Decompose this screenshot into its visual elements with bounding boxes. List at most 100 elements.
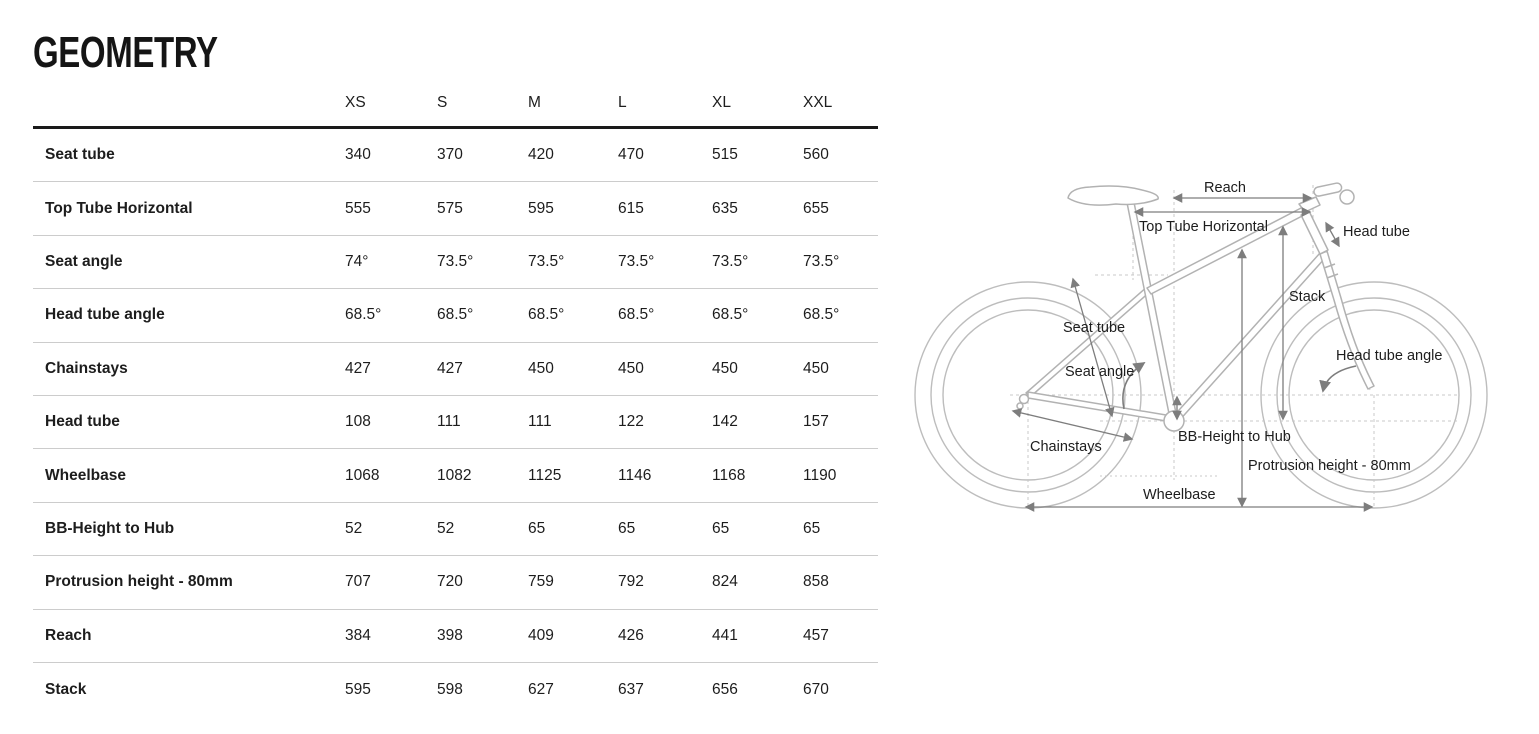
- fork-crown-line2: [1326, 273, 1339, 279]
- cell: 627: [528, 680, 554, 698]
- handlebar-grip: [1313, 182, 1343, 197]
- cell: 720: [437, 573, 463, 591]
- table-row-protrusion-height: Protrusion height - 80mm 707 720 759 792…: [33, 556, 878, 610]
- cell: 420: [528, 146, 554, 164]
- cell: 370: [437, 146, 463, 164]
- cell: 450: [712, 359, 738, 377]
- row-label: Chainstays: [45, 359, 128, 377]
- row-label: Seat angle: [45, 252, 123, 270]
- cell: 555: [345, 199, 371, 217]
- cell: 409: [528, 626, 554, 644]
- cell: 515: [712, 146, 738, 164]
- cell: 595: [528, 199, 554, 217]
- header-size-l: L: [618, 94, 627, 111]
- bike-geometry-diagram: Reach Top Tube Horizontal Head tube Stac…: [900, 160, 1539, 540]
- cell: 65: [712, 519, 730, 537]
- cell: 1146: [618, 466, 652, 484]
- cell: 68.5°: [803, 306, 840, 324]
- cell: 441: [712, 626, 738, 644]
- diagram-labels: Reach Top Tube Horizontal Head tube Stac…: [1030, 180, 1442, 503]
- protrusion-height-label: Protrusion height - 80mm: [1248, 458, 1411, 474]
- header-size-xxl: XXL: [803, 94, 833, 111]
- row-label: Reach: [45, 626, 92, 644]
- row-label: Protrusion height - 80mm: [45, 573, 233, 591]
- header-size-s: S: [437, 94, 448, 111]
- cell: 68.5°: [618, 306, 655, 324]
- row-label: Stack: [45, 680, 87, 698]
- cell: 635: [712, 199, 738, 217]
- cell: 65: [618, 519, 636, 537]
- geometry-table: XS S M L XL XXL Seat tube 340 370 420 47…: [33, 86, 878, 716]
- cell: 656: [712, 680, 738, 698]
- cell: 111: [528, 413, 552, 431]
- table-row-head-tube: Head tube 108 111 111 122 142 157: [33, 396, 878, 450]
- cell: 457: [803, 626, 829, 644]
- page-title: GEOMETRY: [33, 28, 218, 77]
- fork: [1319, 250, 1375, 390]
- head-tube-label: Head tube: [1343, 224, 1410, 240]
- cell: 450: [528, 359, 554, 377]
- seat-angle-label: Seat angle: [1065, 364, 1134, 380]
- table-row-bb-height-to-hub: BB-Height to Hub 52 52 65 65 65 65: [33, 503, 878, 557]
- cell: 108: [345, 413, 371, 431]
- seat-stays: [1025, 285, 1153, 398]
- cell: 73.5°: [712, 252, 749, 270]
- cell: 598: [437, 680, 463, 698]
- reach-label: Reach: [1204, 180, 1246, 196]
- cell: 595: [345, 680, 371, 698]
- cell: 111: [437, 413, 461, 431]
- cell: 384: [345, 626, 371, 644]
- cell: 340: [345, 146, 371, 164]
- cell: 68.5°: [345, 306, 382, 324]
- cell: 142: [712, 413, 738, 431]
- cell: 759: [528, 573, 554, 591]
- cell: 74°: [345, 252, 369, 270]
- header-spacer: [33, 86, 345, 94]
- cell: 560: [803, 146, 829, 164]
- wheelbase-label: Wheelbase: [1143, 487, 1216, 503]
- row-label: Head tube angle: [45, 306, 165, 324]
- row-label: BB-Height to Hub: [45, 519, 175, 537]
- cell: 73.5°: [618, 252, 655, 270]
- cell: 73.5°: [803, 252, 840, 270]
- table-row-seat-angle: Seat angle 74° 73.5° 73.5° 73.5° 73.5° 7…: [33, 236, 878, 290]
- cell: 68.5°: [712, 306, 749, 324]
- seat-tube-arrow: [1070, 277, 1115, 418]
- row-label: Top Tube Horizontal: [45, 199, 193, 217]
- table-row-seat-tube: Seat tube 340 370 420 470 515 560: [33, 129, 878, 183]
- cell: 68.5°: [437, 306, 474, 324]
- cell: 824: [712, 573, 738, 591]
- chainstays-arrow: [1011, 408, 1134, 442]
- top-tube-horizontal-label: Top Tube Horizontal: [1139, 219, 1268, 235]
- cell: 426: [618, 626, 644, 644]
- header-size-xs: XS: [345, 94, 366, 111]
- head-tube: [1300, 210, 1329, 255]
- header-size-m: M: [528, 94, 541, 111]
- seat-angle-arc: [1122, 362, 1146, 410]
- cell: 637: [618, 680, 644, 698]
- row-label: Seat tube: [45, 146, 115, 164]
- cell: 157: [803, 413, 829, 431]
- down-tube: [1170, 252, 1327, 424]
- cell: 792: [618, 573, 644, 591]
- cell: 1082: [437, 466, 472, 484]
- cell: 615: [618, 199, 644, 217]
- bottom-bracket: [1163, 410, 1185, 432]
- seat-tube-label: Seat tube: [1063, 320, 1125, 336]
- row-label: Head tube: [45, 413, 120, 431]
- derailleur: [1016, 402, 1024, 410]
- table-row-top-tube-horizontal: Top Tube Horizontal 555 575 595 615 635 …: [33, 182, 878, 236]
- cell: 670: [803, 680, 829, 698]
- bb-height-to-hub-label: BB-Height to Hub: [1178, 429, 1291, 445]
- cell: 398: [437, 626, 463, 644]
- cell: 122: [618, 413, 644, 431]
- chain-stays: [1027, 391, 1173, 423]
- bike-diagram-svg: Reach Top Tube Horizontal Head tube Stac…: [914, 180, 1488, 512]
- table-row-stack: Stack 595 598 627 637 656 670: [33, 663, 878, 716]
- handlebar-end: [1339, 189, 1355, 205]
- cell: 65: [803, 519, 821, 537]
- head-tube-angle-label: Head tube angle: [1336, 348, 1442, 364]
- chainstays-label: Chainstays: [1030, 439, 1102, 455]
- table-row-head-tube-angle: Head tube angle 68.5° 68.5° 68.5° 68.5° …: [33, 289, 878, 343]
- cell: 73.5°: [528, 252, 565, 270]
